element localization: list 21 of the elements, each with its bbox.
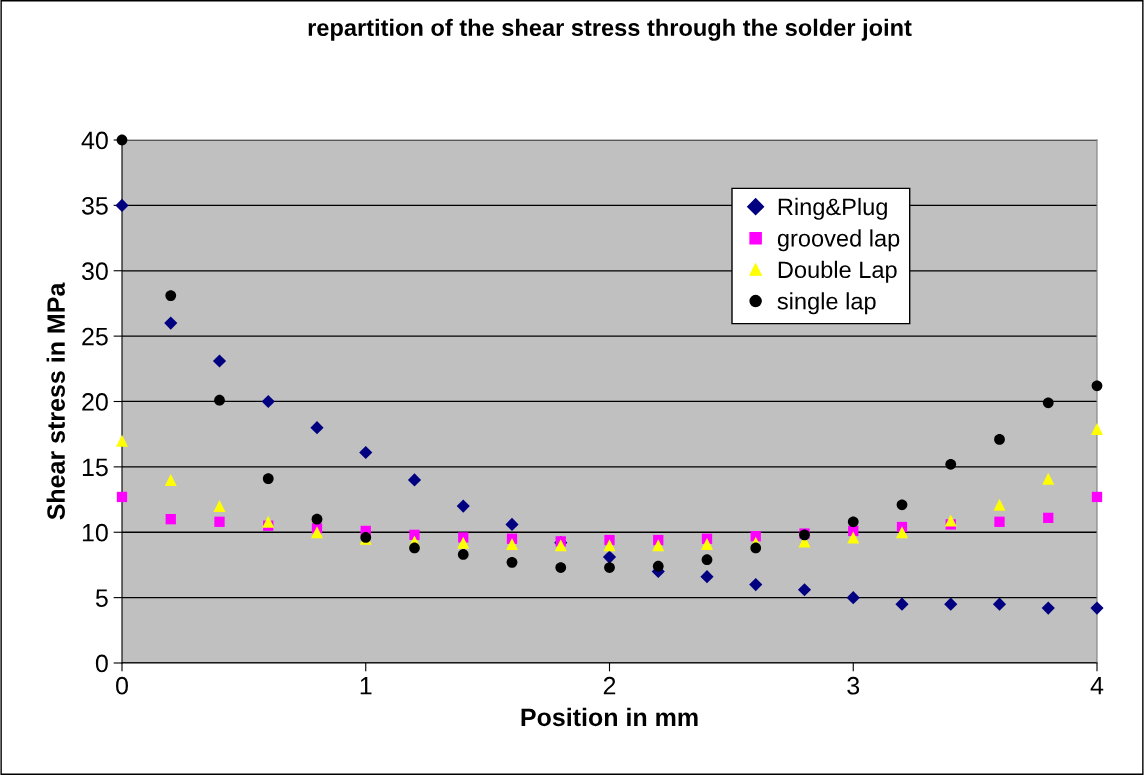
y-tick-label: 40	[81, 131, 108, 150]
x-tick-label: 4	[1090, 677, 1104, 695]
x-tick-label: 1	[360, 677, 372, 695]
y-tick-label: 30	[81, 262, 108, 281]
x-tick-label: 2	[603, 676, 616, 695]
y-tick-label: 20	[82, 393, 108, 411]
x-axis-title: Position in mm	[521, 707, 698, 727]
y-axis-title: Shear stress in MPa	[46, 282, 65, 520]
y-tick-label: 15	[82, 458, 108, 477]
y-tick-label: 5	[95, 589, 108, 607]
x-tick-label: 0	[116, 676, 128, 695]
legend-label: Ring&Plug	[778, 197, 887, 220]
y-tick-label: 25	[82, 327, 108, 346]
chart-title: repartition of the shear stress through the solder joint	[308, 18, 912, 41]
y-tick-label: 10	[82, 523, 108, 542]
legend-label: grooved lap	[777, 229, 900, 252]
x-tick-label: 3	[847, 676, 860, 695]
y-tick-label: 35	[81, 196, 108, 215]
y-tick-label: 0	[95, 654, 108, 673]
legend-label: Double Lap	[778, 260, 897, 283]
legend-label: single lap	[777, 292, 876, 315]
